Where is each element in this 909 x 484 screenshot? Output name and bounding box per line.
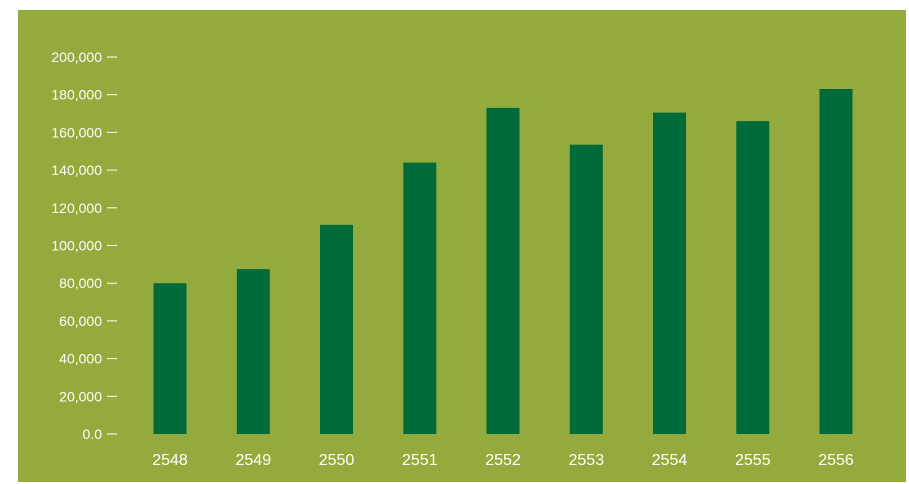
y-tick-label: 40,000 bbox=[59, 351, 102, 367]
x-tick-label: 2552 bbox=[485, 452, 521, 469]
chart-canvas: 0.0 20,000 40,000 60,000 80,000 100,000 120,00… bbox=[18, 10, 906, 482]
x-tick-label: 2554 bbox=[652, 452, 688, 469]
x-axis: 2548 2549 2550 2551 2552 2553 2554 2555 2556 bbox=[152, 452, 854, 469]
bar-2552 bbox=[486, 107, 520, 435]
bar-2554 bbox=[653, 112, 686, 434]
bar-2551 bbox=[403, 162, 437, 434]
bar-2556 bbox=[819, 89, 853, 434]
x-tick-label: 2553 bbox=[569, 452, 605, 469]
y-axis: 0.0 20,000 40,000 60,000 80,000 100,000 120,00… bbox=[51, 49, 117, 442]
y-tick-label: 60,000 bbox=[59, 313, 102, 329]
bar-2549 bbox=[236, 269, 270, 434]
bar-2550 bbox=[320, 224, 353, 434]
chart-background bbox=[18, 10, 906, 482]
bar-chart: 0.0 20,000 40,000 60,000 80,000 100,000 120,00… bbox=[18, 10, 906, 482]
y-tick-label: 100,000 bbox=[51, 238, 102, 254]
y-tick-label: 160,000 bbox=[51, 124, 102, 140]
y-tick-label: 20,000 bbox=[59, 388, 102, 404]
y-tick-label: 180,000 bbox=[51, 87, 102, 103]
x-tick-label: 2548 bbox=[152, 452, 188, 469]
bar-2548 bbox=[153, 283, 187, 434]
y-tick-label: 120,000 bbox=[51, 200, 102, 216]
y-tick-label: 140,000 bbox=[51, 162, 102, 178]
x-tick-label: 2556 bbox=[818, 452, 854, 469]
x-tick-label: 2551 bbox=[402, 452, 438, 469]
y-tick-label: 80,000 bbox=[59, 275, 102, 291]
x-tick-label: 2550 bbox=[319, 452, 355, 469]
bar-series bbox=[153, 89, 853, 435]
x-tick-label: 2555 bbox=[735, 452, 771, 469]
bar-2553 bbox=[569, 144, 603, 434]
y-tick-label: 0.0 bbox=[83, 426, 103, 442]
bar-2555 bbox=[736, 121, 770, 434]
y-tick-label: 200,000 bbox=[51, 49, 102, 65]
x-tick-label: 2549 bbox=[236, 452, 272, 469]
